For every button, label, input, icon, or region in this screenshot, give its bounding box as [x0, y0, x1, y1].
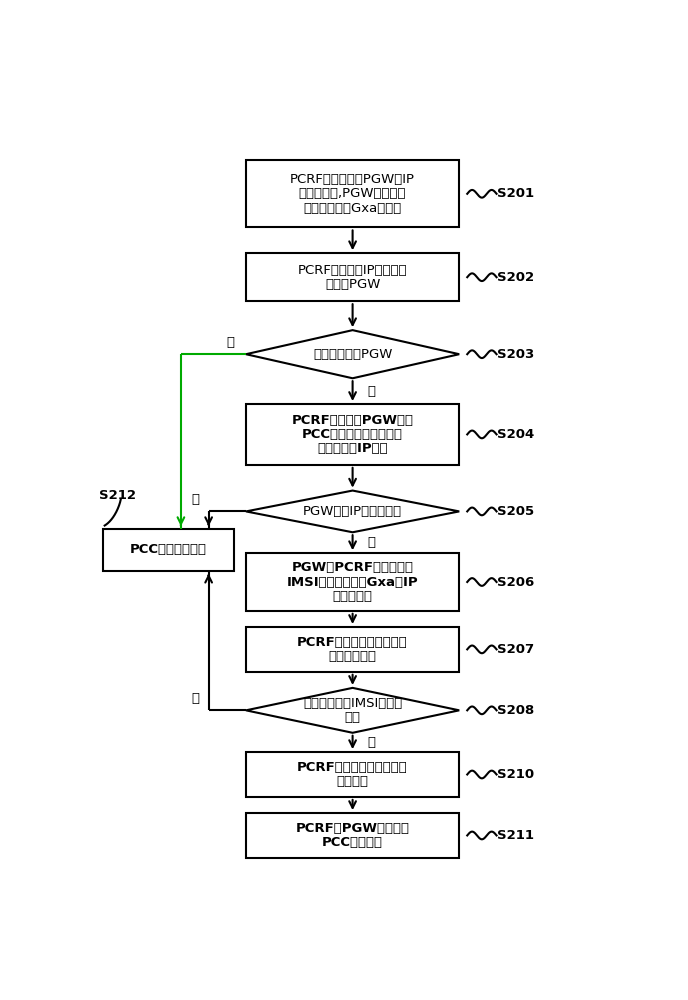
Polygon shape [246, 491, 460, 532]
Text: 携带用户的IP地址: 携带用户的IP地址 [317, 442, 388, 455]
Text: 查找到对应的PGW: 查找到对应的PGW [313, 348, 392, 361]
Text: 会话建立请求: 会话建立请求 [329, 650, 376, 663]
Text: PCC会话建立: PCC会话建立 [322, 836, 383, 849]
Text: 是: 是 [367, 736, 375, 749]
FancyBboxPatch shape [246, 813, 460, 858]
Text: S206: S206 [497, 576, 534, 588]
FancyBboxPatch shape [246, 627, 460, 672]
Text: S210: S210 [497, 768, 534, 781]
FancyBboxPatch shape [246, 253, 460, 301]
Text: 接入网关根据IMSI查找到: 接入网关根据IMSI查找到 [303, 697, 402, 710]
Text: S204: S204 [497, 428, 534, 441]
Text: PGW根据IP查找到用户: PGW根据IP查找到用户 [303, 505, 402, 518]
FancyBboxPatch shape [246, 160, 460, 227]
FancyBboxPatch shape [246, 404, 460, 465]
Text: S211: S211 [497, 829, 534, 842]
Text: S205: S205 [497, 505, 534, 518]
FancyBboxPatch shape [246, 553, 460, 611]
Text: 控制会话: 控制会话 [336, 775, 369, 788]
Text: PCRF向网关发送网关控制: PCRF向网关发送网关控制 [297, 636, 408, 649]
Text: 用户: 用户 [345, 711, 361, 724]
Text: PCRF根据用户IP地址查找: PCRF根据用户IP地址查找 [298, 264, 407, 277]
Text: S208: S208 [497, 704, 534, 717]
Text: PCRF与PGW配合完成: PCRF与PGW配合完成 [296, 822, 409, 835]
Text: S207: S207 [497, 643, 534, 656]
Text: PCC会话建立失败: PCC会话建立失败 [130, 543, 207, 556]
Text: 否: 否 [191, 692, 200, 705]
Text: S202: S202 [497, 271, 534, 284]
Text: PCRF与接入网关建立网关: PCRF与接入网关建立网关 [297, 761, 408, 774]
Text: PCRF预先存储各PGW的IP: PCRF预先存储各PGW的IP [290, 173, 415, 186]
Text: IMSI及接入的网关Gxa口IP: IMSI及接入的网关Gxa口IP [287, 576, 418, 588]
Text: 地址池信息,PGW预先存储: 地址池信息,PGW预先存储 [299, 187, 407, 200]
Text: PCRF向查到的PGW发送: PCRF向查到的PGW发送 [292, 414, 413, 427]
Text: S212: S212 [99, 489, 136, 502]
Text: PCC会话建立请求，其中: PCC会话建立请求，其中 [302, 428, 403, 441]
Text: 各接入网关的Gxa口地址: 各接入网关的Gxa口地址 [303, 202, 402, 215]
Text: 对应的PGW: 对应的PGW [325, 278, 380, 291]
Text: 地址等信息: 地址等信息 [332, 590, 373, 603]
Polygon shape [246, 688, 460, 733]
FancyBboxPatch shape [103, 529, 234, 571]
Text: 否: 否 [191, 493, 200, 506]
Text: 否: 否 [226, 336, 234, 349]
FancyBboxPatch shape [246, 752, 460, 797]
Text: 是: 是 [367, 385, 375, 398]
Text: S201: S201 [497, 187, 534, 200]
Text: 是: 是 [367, 536, 375, 549]
Text: S203: S203 [497, 348, 534, 361]
Polygon shape [246, 330, 460, 378]
Text: PGW向PCRF返回用户的: PGW向PCRF返回用户的 [292, 561, 413, 574]
